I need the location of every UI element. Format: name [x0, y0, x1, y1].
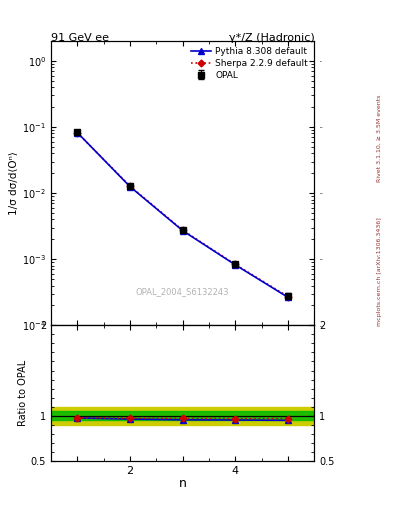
Text: Rivet 3.1.10, ≥ 3.5M events: Rivet 3.1.10, ≥ 3.5M events [377, 95, 382, 182]
Line: Sherpa 2.2.9 default: Sherpa 2.2.9 default [75, 131, 290, 299]
Pythia 8.308 default [128, 184, 132, 190]
Sherpa 2.2.9 default [128, 183, 132, 189]
Pythia 8.308 default [180, 228, 185, 234]
Text: OPAL_2004_S6132243: OPAL_2004_S6132243 [136, 287, 230, 296]
Pythia 8.308 default [286, 294, 290, 301]
Text: γ*/Z (Hadronic): γ*/Z (Hadronic) [229, 33, 314, 44]
Pythia 8.308 default [233, 262, 238, 268]
Y-axis label: Ratio to OPAL: Ratio to OPAL [18, 360, 28, 426]
Sherpa 2.2.9 default [233, 261, 238, 267]
Legend: Pythia 8.308 default, Sherpa 2.2.9 default, OPAL: Pythia 8.308 default, Sherpa 2.2.9 defau… [189, 46, 310, 81]
Sherpa 2.2.9 default [75, 130, 80, 136]
Line: Pythia 8.308 default: Pythia 8.308 default [75, 130, 291, 300]
X-axis label: n: n [179, 477, 187, 490]
Text: 91 GeV ee: 91 GeV ee [51, 33, 109, 44]
Pythia 8.308 default [75, 130, 80, 136]
Sherpa 2.2.9 default [180, 227, 185, 233]
Sherpa 2.2.9 default [286, 293, 290, 300]
Y-axis label: 1/σ dσ/d⟨Oⁿ⟩: 1/σ dσ/d⟨Oⁿ⟩ [9, 151, 19, 215]
Text: mcplots.cern.ch [arXiv:1306.3436]: mcplots.cern.ch [arXiv:1306.3436] [377, 217, 382, 326]
